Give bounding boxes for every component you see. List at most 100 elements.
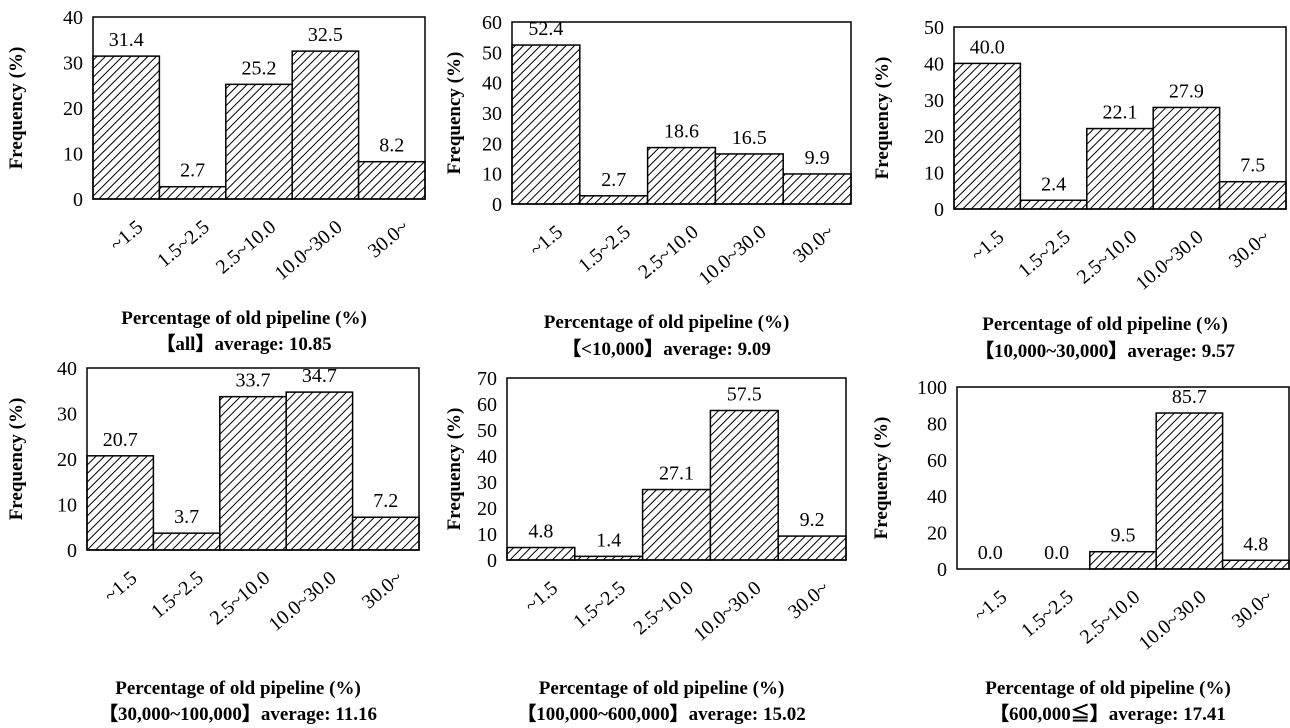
y-axis-title: Frequency (%) [872,57,893,180]
y-tick-label: 60 [482,12,502,34]
data-label: 2.4 [1041,173,1066,195]
data-label: 52.4 [528,18,563,40]
y-axis-title: Frequency (%) [871,417,892,540]
x-tick-label: 30.0~ [1228,586,1277,632]
data-label: 31.4 [109,29,144,51]
data-label: 27.9 [1169,80,1204,102]
plot-frame [92,16,426,200]
data-label: 4.8 [1243,533,1268,555]
y-tick-label: 40 [477,446,497,468]
y-tick-label: 0 [67,540,77,562]
bar-5 [1218,180,1287,210]
data-label: 34.7 [302,365,337,387]
y-tick-label: 0 [934,199,944,221]
bar-4 [285,391,354,551]
data-label: 27.1 [659,463,694,485]
y-tick-label: 100 [917,377,947,399]
y-axis-title: Frequency (%) [6,398,27,521]
data-label: 2.7 [601,169,626,191]
y-tick-label: 10 [482,164,502,186]
y-tick-label: 0 [937,559,947,581]
y-tick-label: 10 [63,144,83,166]
bar-5 [782,173,852,205]
bar-3 [1086,127,1154,210]
x-axis-title: Percentage of old pipeline (%) [115,678,361,699]
data-label: 3.7 [174,506,199,528]
x-tick-label: ~1.5 [106,216,148,256]
panel-subtitle: 【600,000≦】average: 17.41 [990,702,1226,725]
data-label: 7.2 [373,490,398,512]
bar-2 [1019,199,1088,210]
y-axis-title: Frequency (%) [444,52,465,175]
bar-4 [1152,106,1221,210]
x-tick-label: ~1.5 [526,221,568,261]
x-tick-label: 30.0~ [1225,226,1274,272]
bar-3 [646,146,717,205]
bar-1 [92,55,161,200]
x-tick-label: 10.0~30.0 [271,216,347,285]
x-tick-label: 2.5~10.0 [206,567,274,629]
x-tick-label: ~1.5 [967,226,1009,266]
bar-2 [158,185,227,200]
plot-frame [953,26,1287,210]
bar-5 [357,160,426,200]
data-label: 4.8 [528,521,553,543]
y-tick-label: 50 [477,420,497,442]
x-axis-title: Percentage of old pipeline (%) [121,308,367,329]
x-tick-label: 2.5~10.0 [1073,226,1141,288]
y-tick-label: 20 [57,449,77,471]
bar-1 [506,546,576,561]
y-tick-label: 10 [477,524,497,546]
y-tick-label: 40 [63,7,83,29]
bar-5 [1221,559,1290,570]
bar-4 [1155,412,1224,570]
bar-1 [953,62,1022,210]
data-label: 0.0 [978,542,1003,564]
bar-3 [641,488,712,561]
data-label: 16.5 [732,127,767,149]
x-tick-label: 30.0~ [358,567,407,613]
x-tick-label: 1.5~2.5 [1014,226,1075,282]
bar-5 [351,516,420,551]
y-tick-label: 10 [57,495,77,517]
x-tick-label: 10.0~30.0 [1135,586,1211,655]
x-tick-label: ~1.5 [970,586,1012,626]
data-label: 40.0 [970,36,1005,58]
plot-frame [956,386,1290,570]
data-label: 85.7 [1172,386,1207,408]
y-tick-label: 0 [492,194,502,216]
x-tick-label: 1.5~2.5 [574,221,635,277]
x-axis-title: Percentage of old pipeline (%) [985,678,1231,699]
y-tick-label: 70 [477,368,497,390]
y-tick-label: 40 [927,486,947,508]
data-label: 25.2 [242,57,277,79]
data-label: 57.5 [727,384,762,406]
data-label: 33.7 [236,370,271,392]
y-tick-label: 30 [482,103,502,125]
bar-3 [219,395,287,551]
x-tick-label: ~1.5 [521,577,563,617]
x-tick-label: 2.5~10.0 [634,221,702,283]
x-axis-title: Percentage of old pipeline (%) [539,678,785,699]
x-tick-label: 10.0~30.0 [1132,226,1208,295]
chart-panel-1: 31.4 2.7 25.2 32.5 8.2 0 10 20 30 40 ~1.5 1.5~2.52.… [6,7,426,355]
plot-frame [511,21,852,205]
bar-5 [777,535,847,561]
panel-subtitle: 【10,000~30,000】average: 9.57 [975,339,1236,362]
y-tick-label: 60 [477,394,497,416]
x-tick-label: 2.5~10.0 [629,577,697,639]
y-tick-label: 30 [477,472,497,494]
y-axis-title: Frequency (%) [6,47,27,170]
data-label: 0.0 [1044,542,1069,564]
data-label: 1.4 [596,529,621,551]
y-tick-label: 0 [73,189,83,211]
bar-3 [225,83,293,200]
data-label: 18.6 [664,121,699,143]
y-tick-label: 30 [57,404,77,426]
y-tick-label: 80 [927,413,947,435]
y-tick-label: 20 [482,133,502,155]
x-axis-title: Percentage of old pipeline (%) [544,312,790,333]
bar-1 [86,455,155,551]
x-tick-label: 10.0~30.0 [694,221,770,290]
